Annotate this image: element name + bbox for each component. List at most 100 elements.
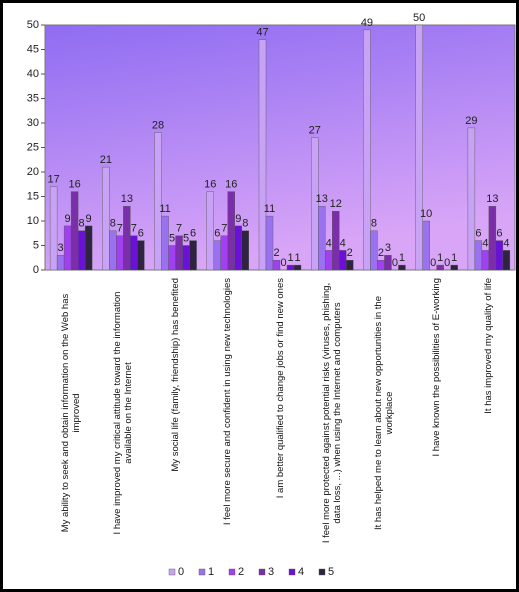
data-label: 7 <box>176 223 182 235</box>
data-label: 0 <box>392 257 398 269</box>
y-tick-label: 20 <box>27 166 39 178</box>
bar <box>227 191 235 271</box>
x-tick-label: I have known the possibilities of E-work… <box>431 278 442 553</box>
legend-swatch <box>228 568 236 576</box>
bar <box>422 220 430 271</box>
y-tick-label: 5 <box>33 239 39 251</box>
data-label: 21 <box>100 154 112 166</box>
data-label: 8 <box>110 218 116 230</box>
y-tick-label: 45 <box>27 43 39 55</box>
data-label: 0 <box>280 257 286 269</box>
bar <box>488 206 497 271</box>
data-label: 8 <box>242 218 248 230</box>
x-tick-label: My ability to seek and obtain informatio… <box>60 278 82 553</box>
x-tick-text: My social life (family, friendship) has … <box>170 278 182 472</box>
bar <box>339 250 347 271</box>
data-label: 0 <box>430 257 436 269</box>
data-label: 4 <box>503 237 509 249</box>
bar <box>436 264 444 271</box>
data-label: 13 <box>486 193 498 205</box>
data-label: 4 <box>326 237 332 249</box>
bar <box>370 230 378 271</box>
data-label: 10 <box>420 208 432 220</box>
data-label: 3 <box>385 242 391 254</box>
bar <box>293 264 302 271</box>
data-label: 9 <box>86 213 92 225</box>
bar <box>286 264 295 271</box>
data-label: 29 <box>465 115 477 127</box>
bar <box>415 24 423 271</box>
data-label: 28 <box>152 120 164 132</box>
data-label: 6 <box>190 228 196 240</box>
bar <box>84 225 93 271</box>
data-label: 11 <box>264 203 275 215</box>
y-tick-label: 40 <box>27 68 39 80</box>
bar <box>272 260 281 271</box>
legend-swatch <box>198 568 206 576</box>
data-label: 1 <box>399 252 405 264</box>
bar <box>154 132 162 271</box>
data-label: 6 <box>475 228 481 240</box>
bar <box>49 186 58 271</box>
x-tick-text: I am better qualified to change jobs or … <box>274 278 286 499</box>
legend-swatch <box>288 568 296 576</box>
bar <box>495 240 504 271</box>
bar <box>182 245 190 271</box>
bar <box>346 260 354 271</box>
bar <box>220 235 228 271</box>
data-label: 13 <box>121 193 133 205</box>
bar <box>502 250 511 271</box>
bar <box>474 240 483 271</box>
data-label: 11 <box>159 203 170 215</box>
legend-swatch <box>258 568 266 576</box>
data-label: 7 <box>131 223 137 235</box>
bar <box>234 225 242 271</box>
x-tick-label: I am better qualified to change jobs or … <box>275 278 286 553</box>
bar <box>363 29 371 271</box>
bar <box>70 191 79 271</box>
bar <box>258 39 267 271</box>
bar <box>63 225 72 271</box>
bar <box>398 264 406 271</box>
legend-label: 1 <box>208 566 214 578</box>
x-tick-text: It has helped me to learn about new oppo… <box>373 296 396 530</box>
x-tick-text: It has improved my quality of life <box>483 278 495 414</box>
bar <box>481 250 490 271</box>
bar <box>56 255 65 271</box>
data-label: 27 <box>309 125 321 137</box>
bar <box>137 240 145 271</box>
data-label: 6 <box>214 228 220 240</box>
legend-label: 4 <box>298 566 304 578</box>
data-label: 4 <box>482 237 488 249</box>
bar <box>189 240 197 271</box>
bar <box>168 245 176 271</box>
bar <box>377 260 385 271</box>
y-tick-label: 25 <box>27 141 39 153</box>
data-label: 2 <box>273 247 279 259</box>
data-label: 17 <box>47 174 59 186</box>
data-label: 16 <box>204 179 216 191</box>
data-label: 49 <box>361 17 373 29</box>
data-label: 16 <box>68 179 80 191</box>
data-label: 16 <box>225 179 237 191</box>
data-label: 6 <box>496 228 502 240</box>
legend-swatch <box>318 568 326 576</box>
bar <box>116 235 124 271</box>
data-label: 8 <box>371 218 377 230</box>
data-label: 3 <box>58 242 64 254</box>
bar <box>450 264 458 271</box>
legend-label: 0 <box>178 566 184 578</box>
data-label: 7 <box>221 223 227 235</box>
data-label: 1 <box>287 252 293 264</box>
data-label: 1 <box>437 252 443 264</box>
y-tick-label: 0 <box>33 264 39 276</box>
bar <box>241 230 249 271</box>
data-label: 8 <box>79 218 85 230</box>
x-tick-label: I have improved my critical attitude tow… <box>112 278 134 553</box>
bar <box>123 206 131 271</box>
y-tick-label: 50 <box>27 19 39 31</box>
data-label: 4 <box>340 237 346 249</box>
data-label: 2 <box>378 247 384 259</box>
bar <box>206 191 214 271</box>
